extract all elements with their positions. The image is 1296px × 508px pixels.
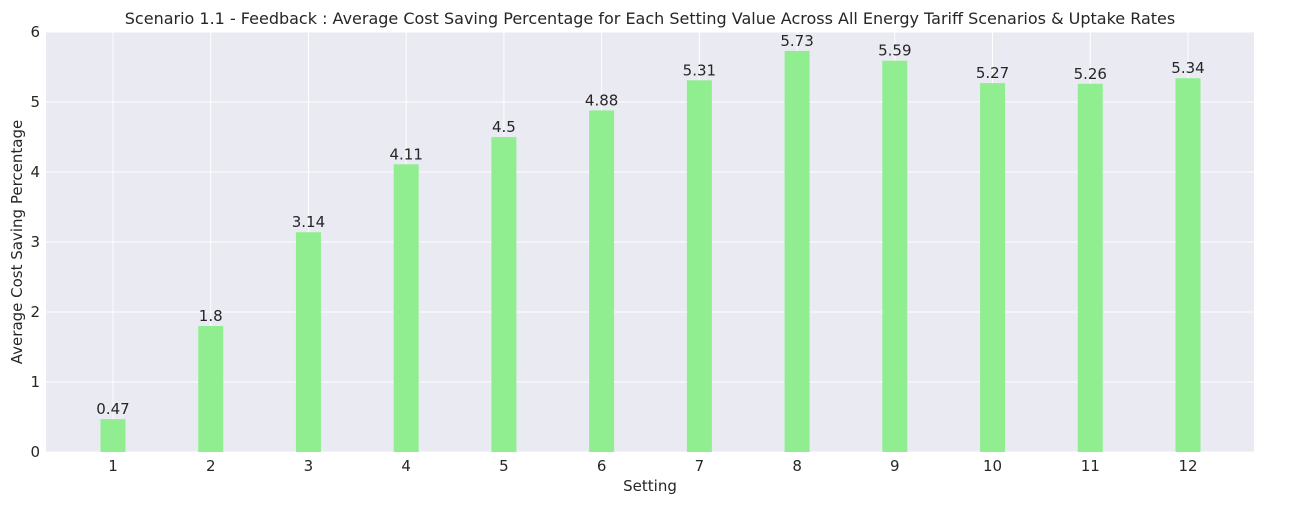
bar xyxy=(882,60,908,452)
bar-value-label: 3.14 xyxy=(292,213,325,231)
x-tick-label: 4 xyxy=(401,457,411,475)
bar xyxy=(100,419,126,452)
y-tick-label: 0 xyxy=(30,443,40,461)
y-tick-label: 4 xyxy=(30,163,40,181)
x-tick-label: 2 xyxy=(206,457,216,475)
bar xyxy=(1077,83,1103,453)
bar-value-label: 5.59 xyxy=(878,42,911,60)
y-tick-label: 1 xyxy=(30,373,40,391)
x-tick-label: 11 xyxy=(1081,457,1100,475)
bar xyxy=(198,326,224,452)
x-tick-label: 7 xyxy=(695,457,705,475)
bar-value-label: 5.31 xyxy=(683,61,716,79)
y-tick-label: 6 xyxy=(30,23,40,41)
bar xyxy=(784,50,810,453)
bar-value-label: 5.26 xyxy=(1074,65,1107,83)
y-tick-label: 2 xyxy=(30,303,40,321)
bar-value-label: 4.88 xyxy=(585,91,618,109)
data-labels: 0.47 1.8 3.14 4.11 4.5 4.88 5.31 5.73 5.59 5.27 5.… xyxy=(96,32,1204,418)
x-tick-label: 1 xyxy=(108,457,118,475)
bar-value-label: 4.5 xyxy=(492,118,516,136)
x-tick-label: 6 xyxy=(597,457,607,475)
bar xyxy=(980,83,1006,452)
bar xyxy=(589,110,615,453)
x-tick-label: 8 xyxy=(792,457,802,475)
y-tick-labels: 0 1 2 3 4 5 6 xyxy=(30,23,40,461)
x-tick-label: 3 xyxy=(304,457,314,475)
bars xyxy=(100,50,1201,453)
bar-value-label: 5.27 xyxy=(976,64,1009,82)
x-tick-label: 10 xyxy=(983,457,1002,475)
chart-title: Scenario 1.1 - Feedback : Average Cost S… xyxy=(125,9,1175,28)
bar xyxy=(1175,78,1201,452)
bar xyxy=(686,80,712,453)
bar-value-label: 0.47 xyxy=(96,400,129,418)
x-tick-label: 9 xyxy=(890,457,900,475)
x-axis-label: Setting xyxy=(623,477,677,495)
x-tick-label: 5 xyxy=(499,457,509,475)
x-tick-labels: 1 2 3 4 5 6 7 8 9 10 11 12 xyxy=(108,457,1197,475)
y-tick-label: 3 xyxy=(30,233,40,251)
bar-value-label: 4.11 xyxy=(389,145,422,163)
x-tick-label: 12 xyxy=(1178,457,1197,475)
bar-value-label: 1.8 xyxy=(199,307,223,325)
bar-value-label: 5.34 xyxy=(1171,59,1204,77)
bar xyxy=(393,164,419,453)
bar xyxy=(295,232,321,452)
bar-value-label: 5.73 xyxy=(780,32,813,50)
y-tick-label: 5 xyxy=(30,93,40,111)
bar xyxy=(491,137,517,452)
y-axis-label: Average Cost Saving Percentage xyxy=(8,120,26,364)
